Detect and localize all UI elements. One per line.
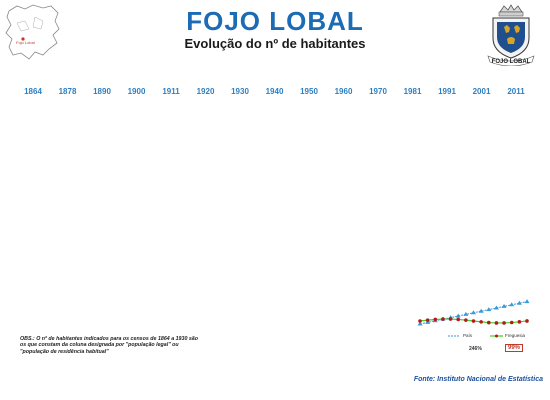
x-tick-label: 1900 [128, 87, 146, 96]
pais-marker [516, 300, 522, 305]
x-tick-label: 1930 [231, 87, 249, 96]
freguesia-marker [464, 318, 468, 322]
pais-marker [478, 308, 484, 313]
population-line-chart: 1864 1878 1890 1900 1911 1920 1930 1940 1950 1960… [24, 87, 525, 96]
pais-marker [493, 305, 499, 310]
observation-note: OBS.: O nº de habitantes indicados para … [20, 336, 205, 355]
freguesia-marker [456, 317, 461, 322]
crest-label: FOJO LOBAL [491, 59, 531, 65]
x-tick-label: 1981 [404, 87, 422, 96]
pais-marker [501, 303, 507, 308]
page-title: FOJO LOBAL [186, 6, 364, 36]
freguesia-marker [441, 317, 445, 321]
x-tick-label: 1950 [300, 87, 318, 96]
legend-freguesia: Freguesia [505, 333, 526, 338]
mini-comparison-chart [417, 299, 530, 338]
freguesia-marker [471, 319, 476, 323]
page-subtitle: Evolução do nº de habitantes [184, 36, 366, 51]
x-tick-label: 2011 [507, 87, 525, 96]
pais-marker [417, 321, 423, 326]
x-tick-label: 1960 [335, 87, 353, 96]
pais-marker [509, 302, 515, 307]
pais-marker [471, 310, 476, 315]
freguesia-marker [525, 319, 529, 323]
freguesia-percent-badge: 99% [505, 344, 524, 352]
x-tick-label: 2001 [473, 87, 491, 96]
freguesia-marker [479, 320, 483, 324]
freguesia-marker [502, 321, 506, 325]
freguesia-marker [494, 321, 499, 325]
freguesia-marker [425, 318, 430, 322]
x-tick-label: 1878 [59, 87, 77, 96]
source-credit: Fonte: Instituto Nacional de Estatística [413, 376, 543, 383]
x-tick-label: 1890 [93, 87, 111, 96]
pais-percent: 246% [469, 346, 482, 352]
region-map [3, 3, 61, 63]
note-text: O nº de habitantes indicados para os cen… [20, 336, 198, 355]
x-tick-label: 1970 [369, 87, 387, 96]
map-label: Fojo Lobal [16, 40, 35, 45]
legend-pais: País [463, 333, 473, 338]
freguesia-marker [486, 320, 491, 325]
freguesia-marker [517, 320, 522, 324]
x-tick-label: 1940 [266, 87, 284, 96]
x-tick-label: 1911 [162, 87, 180, 96]
x-tick-label: 1864 [24, 87, 42, 96]
legend-freguesia-marker [495, 334, 498, 338]
location-marker-icon [21, 37, 25, 41]
note-label: OBS.: [20, 336, 35, 342]
x-tick-label: 1920 [197, 87, 215, 96]
freguesia-marker [433, 317, 438, 322]
coat-of-arms-icon [478, 2, 544, 67]
freguesia-marker [418, 319, 422, 323]
pais-marker [486, 307, 492, 312]
freguesia-marker [448, 317, 453, 321]
pais-marker [463, 311, 469, 316]
pais-marker [455, 313, 461, 318]
x-tick-label: 1991 [438, 87, 456, 96]
freguesia-marker [509, 320, 514, 325]
pais-marker [524, 299, 530, 304]
